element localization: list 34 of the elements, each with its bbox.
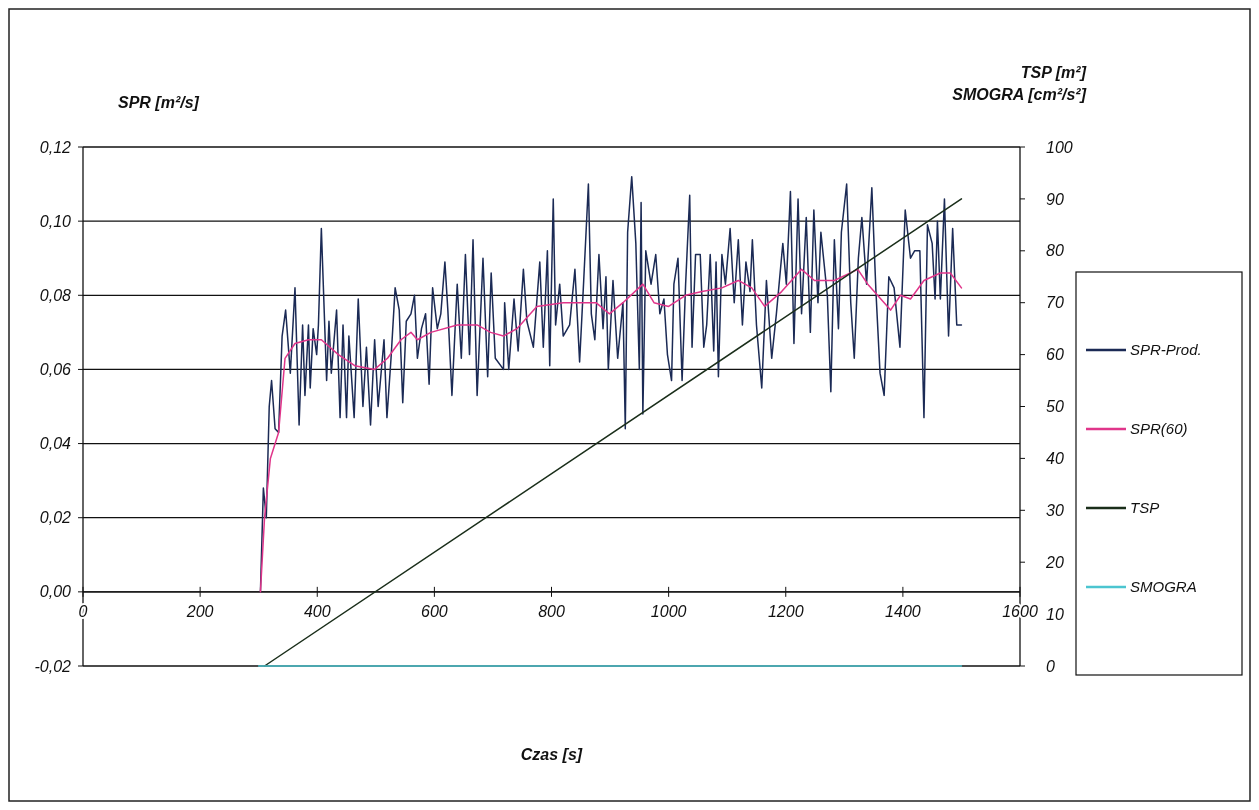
x-tick-label: 400 xyxy=(303,603,331,621)
y-tick-label: 0,06 xyxy=(39,361,72,379)
y2-axis-title: TSP [m²] SMOGRA [cm²/s²] xyxy=(952,64,1087,103)
y2-tick-label: 80 xyxy=(1046,242,1064,260)
y-tick-label: 0,10 xyxy=(39,212,72,230)
legend-label: SPR(60) xyxy=(1130,420,1188,438)
y2-tick-label: 10 xyxy=(1046,605,1064,623)
y-tick-label: -0,02 xyxy=(34,657,72,675)
y2-tick-label: 0 xyxy=(1046,657,1055,675)
legend-label: TSP xyxy=(1130,499,1160,517)
y2-tick-label: 90 xyxy=(1046,190,1064,208)
x-tick-label: 200 xyxy=(185,603,214,621)
y-axis-title: SPR [m²/s] xyxy=(118,94,200,111)
y2-tick-label: 40 xyxy=(1046,450,1064,467)
y2-tick-label: 70 xyxy=(1046,294,1064,312)
x-tick-label: 1000 xyxy=(650,603,687,621)
legend-label: SMOGRA xyxy=(1130,578,1197,596)
y2-tick-label: 50 xyxy=(1046,398,1064,416)
y-tick-label: 0,02 xyxy=(39,509,72,527)
y-tick-label: 0,04 xyxy=(39,435,72,453)
x-tick-label: 1400 xyxy=(885,603,921,621)
x-tick-label: 600 xyxy=(421,603,448,621)
line-series xyxy=(259,268,963,593)
y2-tick-label: 100 xyxy=(1046,138,1073,156)
y-tick-label: 0,08 xyxy=(39,286,72,304)
y-tick-label: 0,00 xyxy=(39,583,72,601)
y2-tick-label: 20 xyxy=(1045,553,1064,571)
x-tick-label: 800 xyxy=(538,603,565,621)
x-axis-title: Czas [s] xyxy=(520,746,583,763)
x-tick-label: 1200 xyxy=(767,603,804,621)
legend-label: SPR-Prod. xyxy=(1130,341,1202,359)
y2-tick-label: 30 xyxy=(1046,501,1064,519)
y2-tick-label: 60 xyxy=(1046,346,1064,364)
y-tick-label: 0,12 xyxy=(39,138,72,156)
